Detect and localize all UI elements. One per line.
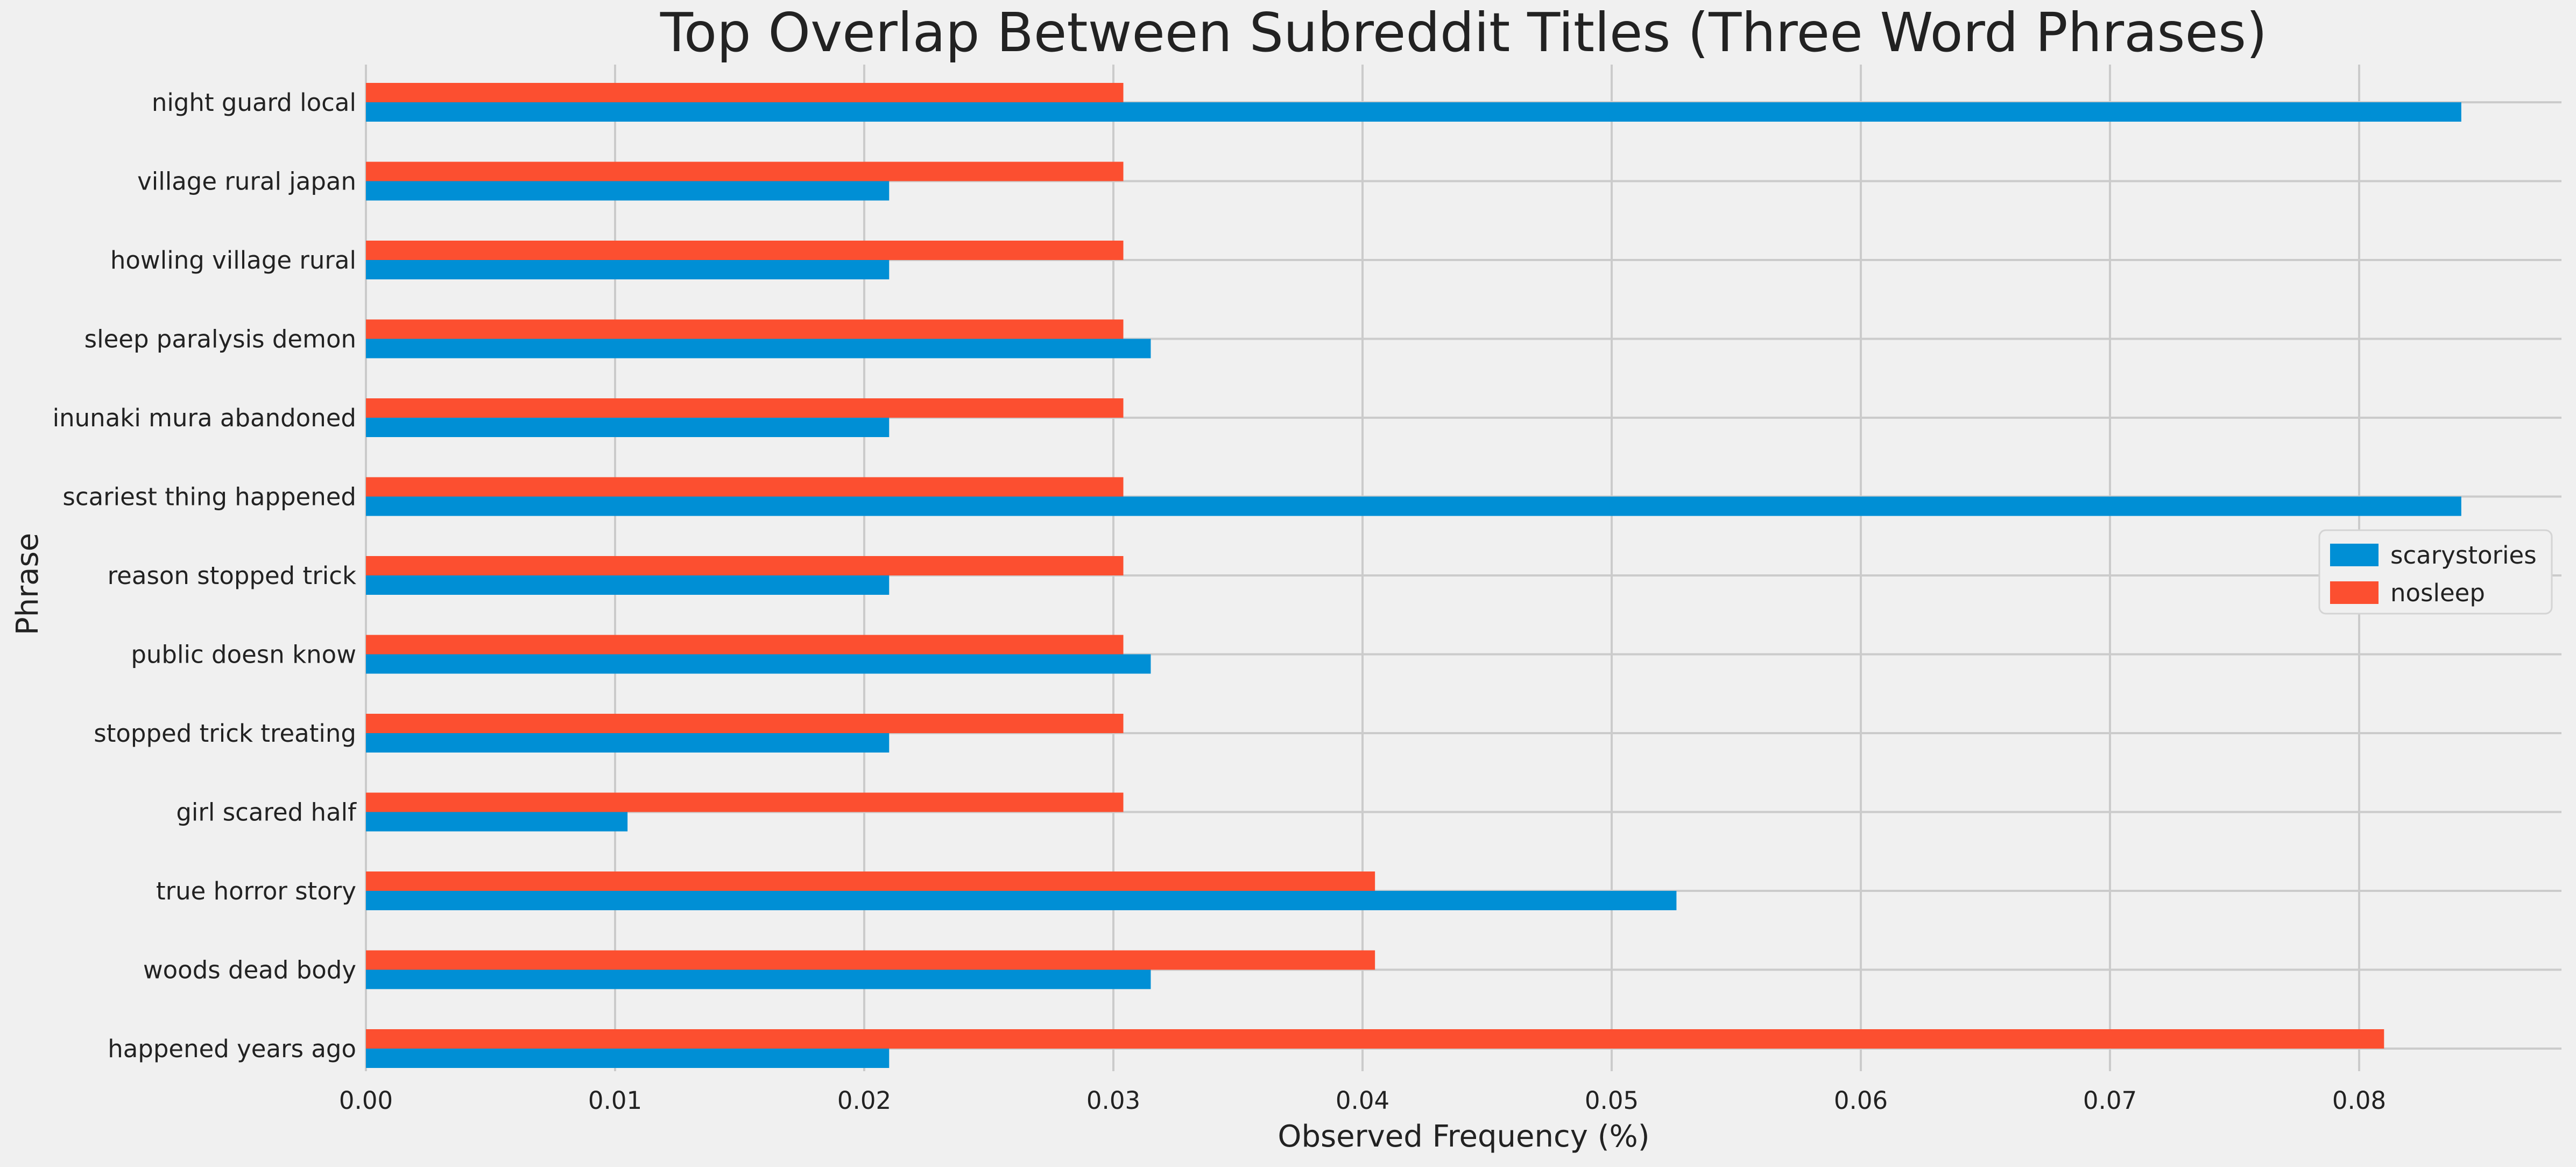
x-tick-labels: 0.00 0.01 0.02 0.03 0.04 0.05 0.06 0.07 0.08: [339, 1086, 2386, 1115]
bar-nosleep: [366, 319, 1124, 339]
y-axis-title: Phrase: [10, 533, 45, 635]
bar-nosleep: [366, 161, 1124, 181]
bar-nosleep: [366, 83, 1124, 102]
y-tick-label: howling village rural: [110, 246, 356, 275]
x-axis-title: Observed Frequency (%): [1278, 1119, 1649, 1154]
bar-scarystories: [366, 102, 2461, 122]
bar-nosleep: [366, 871, 1375, 891]
bar-nosleep: [366, 398, 1124, 418]
bar-nosleep: [366, 635, 1124, 655]
bar-scarystories: [366, 260, 890, 279]
bar-nosleep: [366, 477, 1124, 497]
x-tick-label: 0.01: [588, 1086, 642, 1115]
bar-nosleep: [366, 241, 1124, 260]
y-tick-label: night guard local: [152, 88, 356, 117]
bar-scarystories: [366, 969, 1151, 989]
y-tick-labels: night guard local village rural japan howl…: [53, 88, 357, 1063]
bar-scarystories: [366, 891, 1677, 910]
x-tick-label: 0.03: [1086, 1086, 1140, 1115]
y-tick-label: village rural japan: [137, 167, 356, 196]
y-tick-label: stopped trick treating: [94, 719, 356, 748]
bar-scarystories: [366, 1049, 890, 1068]
y-tick-label: girl scared half: [176, 798, 357, 827]
bar-scarystories: [366, 654, 1151, 674]
bar-nosleep: [366, 950, 1375, 970]
bar-nosleep: [366, 792, 1124, 812]
bar-scarystories: [366, 812, 628, 832]
legend-label-nosleep: nosleep: [2390, 579, 2485, 607]
x-tick-label: 0.06: [1834, 1086, 1888, 1115]
bar-scarystories: [366, 418, 890, 437]
bar-scarystories: [366, 181, 890, 201]
y-tick-label: public doesn know: [131, 641, 356, 669]
y-tick-label: scariest thing happened: [62, 483, 356, 511]
x-tick-label: 0.07: [2083, 1086, 2137, 1115]
x-tick-label: 0.05: [1585, 1086, 1639, 1115]
bar-scarystories: [366, 496, 2461, 516]
bar-scarystories: [366, 575, 890, 595]
x-tick-label: 0.08: [2332, 1086, 2386, 1115]
bar-scarystories: [366, 339, 1151, 358]
bar-scarystories: [366, 733, 890, 753]
y-tick-label: sleep paralysis demon: [84, 325, 356, 354]
y-tick-label: inunaki mura abandoned: [53, 404, 356, 432]
bars: [366, 83, 2461, 1068]
legend: scarystories nosleep: [2318, 529, 2553, 615]
y-tick-label: woods dead body: [143, 956, 356, 985]
chart-title: Top Overlap Between Subreddit Titles (Th…: [660, 1, 2267, 64]
legend-swatch-nosleep: [2330, 581, 2379, 604]
x-tick-label: 0.02: [837, 1086, 891, 1115]
bar-nosleep: [366, 556, 1124, 575]
x-tick-label: 0.00: [339, 1086, 393, 1115]
y-tick-label: happened years ago: [108, 1035, 356, 1063]
legend-swatch-scarystories: [2330, 544, 2379, 566]
x-tick-label: 0.04: [1336, 1086, 1389, 1115]
bar-nosleep: [366, 1029, 2384, 1049]
y-tick-label: reason stopped trick: [108, 561, 356, 590]
legend-label-scarystories: scarystories: [2390, 541, 2537, 570]
bar-nosleep: [366, 714, 1124, 733]
y-tick-label: true horror story: [156, 877, 356, 905]
